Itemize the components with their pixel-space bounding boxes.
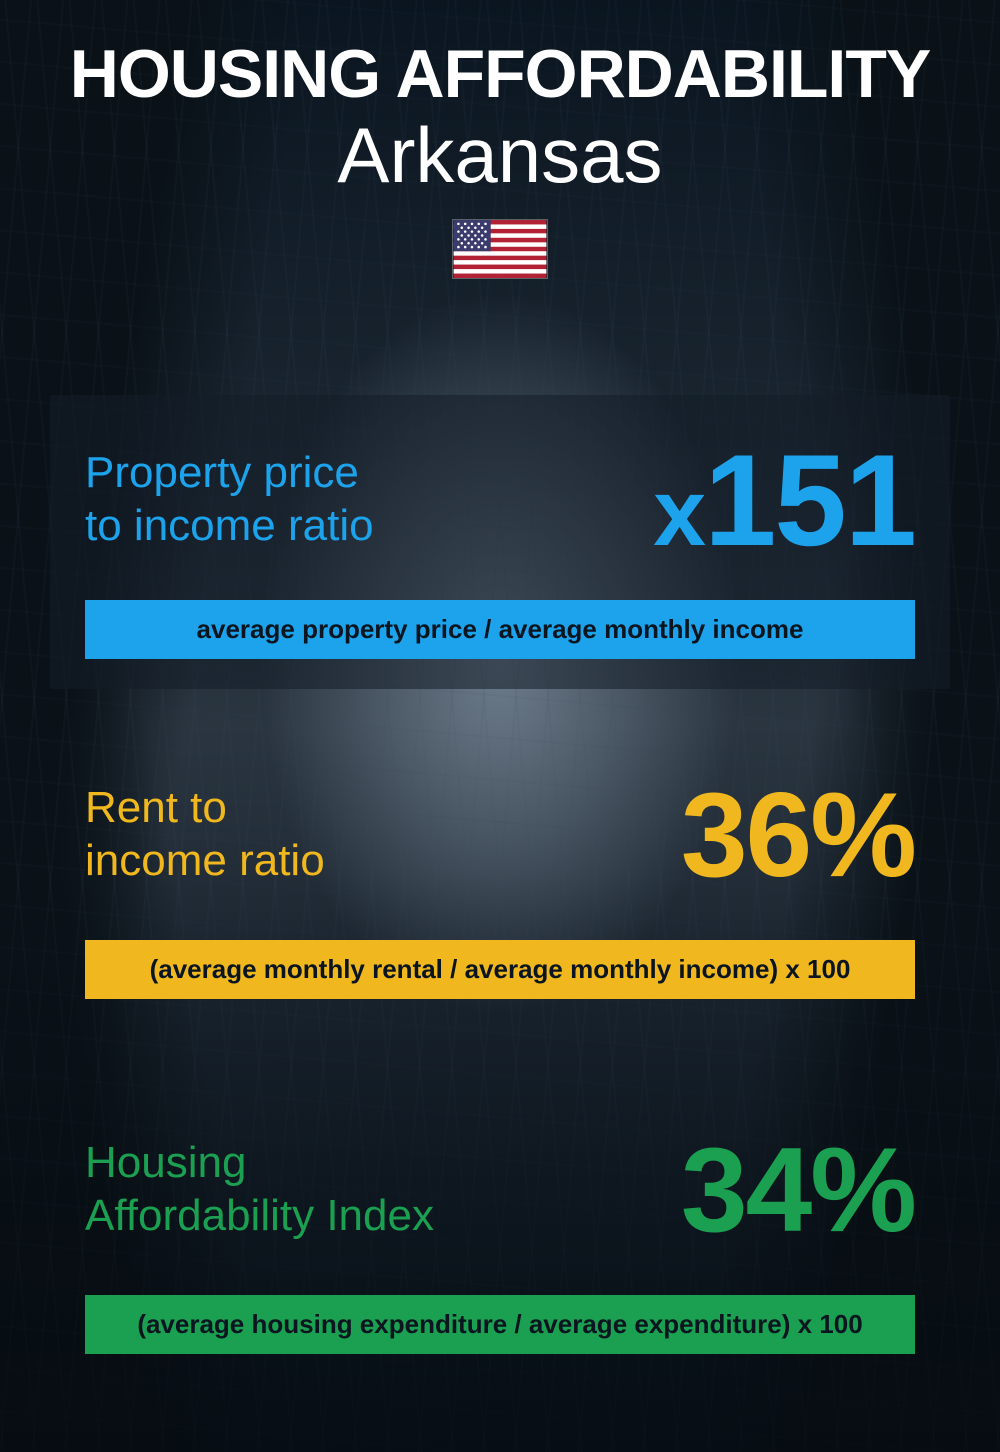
- main-title: HOUSING AFFORDABILITY: [0, 40, 1000, 108]
- us-flag-icon: [452, 219, 548, 284]
- metric-row: Property priceto income ratio x151: [85, 435, 915, 565]
- metric-value-affordability-index: 34%: [681, 1130, 915, 1250]
- formula-bar-affordability-index: (average housing expenditure / average e…: [85, 1295, 915, 1354]
- metric-label-affordability-index: HousingAffordability Index: [85, 1137, 434, 1243]
- metric-value-property-price: x151: [653, 435, 915, 565]
- metric-label-rent-income: Rent toincome ratio: [85, 782, 325, 888]
- subtitle-state: Arkansas: [0, 113, 1000, 199]
- infographic-content: HOUSING AFFORDABILITY Arkansas: [0, 0, 1000, 1452]
- metric-row: Rent toincome ratio 36%: [85, 775, 915, 895]
- formula-bar-rent-income: (average monthly rental / average monthl…: [85, 940, 915, 999]
- metric-value-rent-income: 36%: [681, 775, 915, 895]
- formula-bar-property-price: average property price / average monthly…: [85, 600, 915, 659]
- header: HOUSING AFFORDABILITY Arkansas: [0, 0, 1000, 284]
- metric-label-property-price: Property priceto income ratio: [85, 447, 374, 553]
- metric-panel-affordability-index: HousingAffordability Index 34% (average …: [50, 1130, 950, 1354]
- metric-row: HousingAffordability Index 34%: [85, 1130, 915, 1250]
- metric-panel-rent-income: Rent toincome ratio 36% (average monthly…: [50, 775, 950, 999]
- metric-panel-property-price: Property priceto income ratio x151 avera…: [50, 395, 950, 689]
